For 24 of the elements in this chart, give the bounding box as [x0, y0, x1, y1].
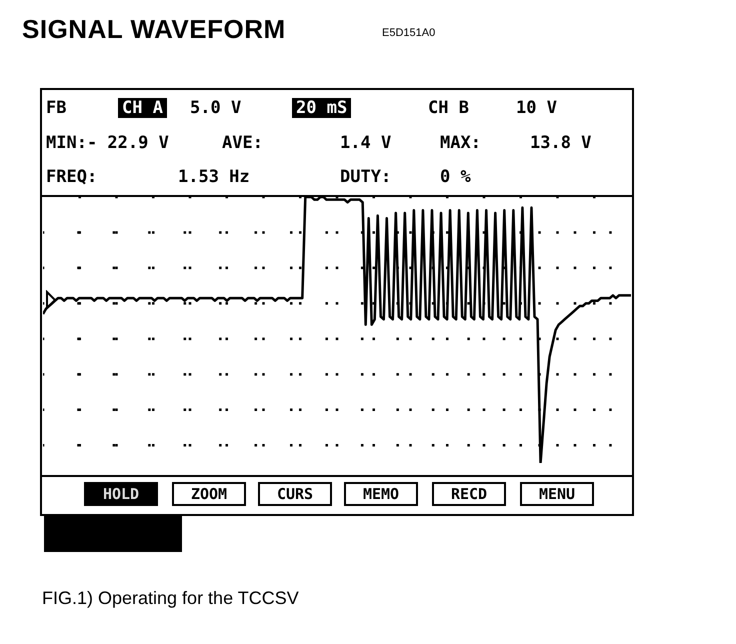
text: FB	[46, 98, 66, 118]
text: 20 mS	[292, 98, 352, 118]
text: AVE:	[222, 133, 263, 153]
chart-title: SIGNAL WAVEFORM	[22, 14, 286, 45]
text: DUTY:	[340, 167, 392, 187]
text: MIN:- 22.9 V	[46, 133, 169, 153]
text: CH B	[428, 98, 469, 118]
text: 0 %	[440, 167, 471, 187]
text: 1.53 Hz	[178, 167, 250, 187]
text: MAX:	[440, 133, 481, 153]
text: CURS	[258, 482, 332, 506]
text: CH A	[118, 98, 167, 118]
text: RECD	[432, 482, 506, 506]
text: 5.0 V	[190, 98, 242, 118]
text: 1.4 V	[340, 133, 392, 153]
text: 13.8 V	[530, 133, 592, 153]
text: HOLD	[84, 482, 158, 506]
chart-subtitle: E5D151A0	[382, 27, 436, 39]
text: FREQ:	[46, 167, 98, 187]
caption: FIG.1) Operating for the TCCSV	[42, 588, 299, 609]
text: MENU	[520, 482, 594, 506]
text: MEMO	[344, 482, 418, 506]
text: 10 V	[516, 98, 557, 118]
text: ZOOM	[172, 482, 246, 506]
